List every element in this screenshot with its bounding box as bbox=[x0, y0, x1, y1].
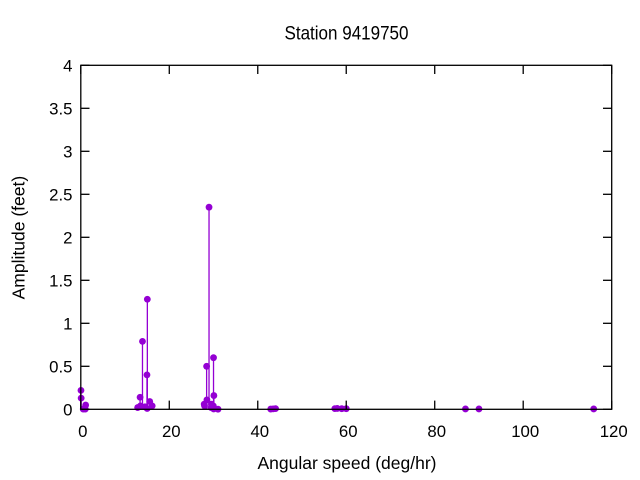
svg-text:80: 80 bbox=[427, 422, 446, 441]
svg-text:3.5: 3.5 bbox=[49, 99, 72, 118]
svg-text:60: 60 bbox=[339, 422, 358, 441]
svg-text:2.5: 2.5 bbox=[49, 185, 72, 204]
svg-text:Angular speed (deg/hr): Angular speed (deg/hr) bbox=[258, 453, 437, 473]
svg-text:2: 2 bbox=[63, 228, 72, 247]
svg-text:100: 100 bbox=[511, 422, 539, 441]
svg-text:1: 1 bbox=[63, 314, 72, 333]
svg-text:0: 0 bbox=[63, 400, 72, 419]
svg-text:120: 120 bbox=[600, 422, 628, 441]
svg-text:40: 40 bbox=[250, 422, 269, 441]
svg-text:Amplitude (feet): Amplitude (feet) bbox=[8, 176, 28, 300]
svg-text:1.5: 1.5 bbox=[49, 271, 72, 290]
svg-text:4: 4 bbox=[63, 56, 72, 75]
svg-text:0.5: 0.5 bbox=[49, 357, 72, 376]
svg-text:20: 20 bbox=[162, 422, 181, 441]
svg-text:3: 3 bbox=[63, 142, 72, 161]
svg-text:0: 0 bbox=[78, 422, 87, 441]
svg-text:Station 9419750: Station 9419750 bbox=[285, 23, 409, 45]
